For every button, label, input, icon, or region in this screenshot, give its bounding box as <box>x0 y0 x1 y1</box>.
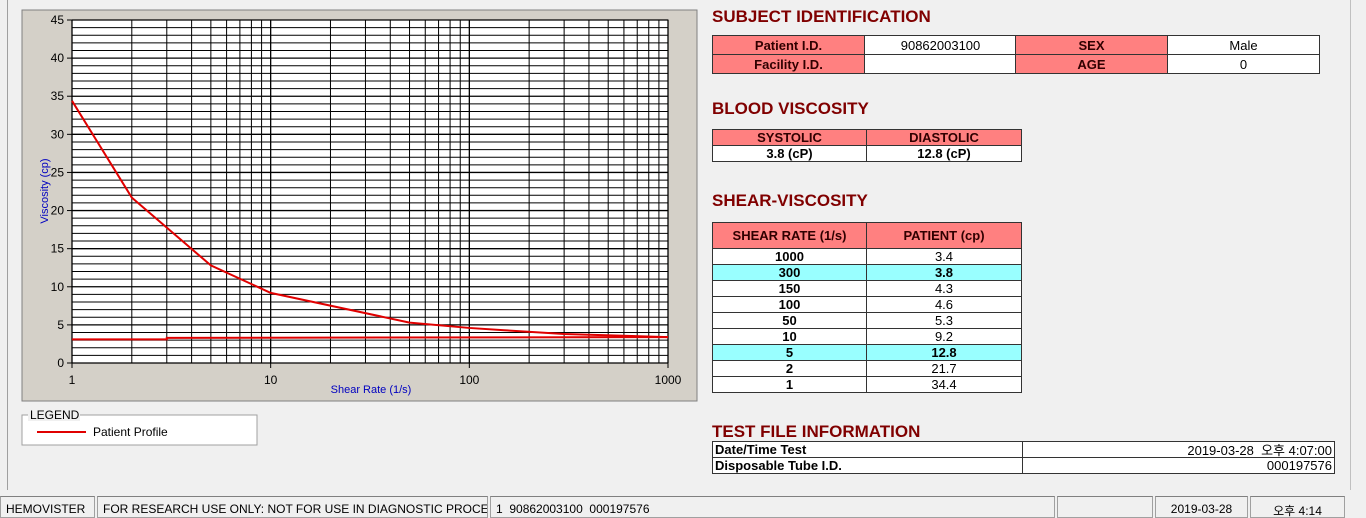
legend-label: Patient Profile <box>93 425 168 439</box>
table-cell: AGE <box>1015 54 1168 74</box>
table-cell: Date/Time Test <box>712 441 1023 458</box>
legend-title: LEGEND <box>30 408 80 422</box>
table-cell: 5 <box>712 344 867 361</box>
table-cell: PATIENT (cp) <box>866 222 1022 249</box>
status-cell: 오후 4:14 <box>1250 496 1345 518</box>
plot-area <box>72 20 668 363</box>
y-tick-label: 35 <box>51 89 65 103</box>
table-cell: 150 <box>712 280 867 297</box>
status-cell: 1 90862003100 000197576 <box>490 496 1055 518</box>
legend-title-bg <box>28 409 80 421</box>
table-cell <box>864 54 1017 74</box>
table-cell: 5.3 <box>866 312 1022 329</box>
table-cell: 12.8 (cP) <box>866 145 1022 162</box>
table-cell: 1 <box>712 376 867 393</box>
status-cell: HEMOVISTER <box>0 496 95 518</box>
y-tick-label: 30 <box>51 127 65 141</box>
table-cell: 2 <box>712 360 867 377</box>
data-line <box>72 336 669 341</box>
table-cell: 100 <box>712 296 867 313</box>
data-line <box>71 100 669 339</box>
table-cell: SYSTOLIC <box>712 129 867 146</box>
chart: 1 10 100 1000 0 5 10 15 20 25 30 35 40 45 Shear Rate … <box>21 9 698 446</box>
table-cell: 0 <box>1167 54 1320 74</box>
x-tick-label: 1000 <box>655 373 682 387</box>
table-cell: Patient I.D. <box>712 35 865 55</box>
section-title: BLOOD VISCOSITY <box>712 99 869 118</box>
table-cell: 300 <box>712 264 867 281</box>
table-cell: SHEAR RATE (1/s) <box>712 222 867 249</box>
x-tick-label: 10 <box>264 373 278 387</box>
table-cell: Male <box>1167 35 1320 55</box>
table-cell: 9.2 <box>866 328 1022 345</box>
panel-border <box>7 0 8 490</box>
section-title: SHEAR-VISCOSITY <box>712 191 868 210</box>
y-tick-label: 5 <box>57 318 64 332</box>
table-cell: Disposable Tube I.D. <box>712 457 1023 474</box>
x-tick-label: 1 <box>69 373 76 387</box>
table-cell: 34.4 <box>866 376 1022 393</box>
table-cell: 000197576 <box>1022 457 1335 474</box>
table-cell: DIASTOLIC <box>866 129 1022 146</box>
y-tick-label: 20 <box>51 204 65 218</box>
table-cell: 3.4 <box>866 248 1022 265</box>
table-cell: 3.8 <box>866 264 1022 281</box>
status-cell <box>1057 496 1153 518</box>
y-tick-label: 10 <box>51 280 65 294</box>
y-tick-label: 45 <box>51 13 65 27</box>
table-cell: 50 <box>712 312 867 329</box>
x-tick-label: 100 <box>459 373 479 387</box>
y-tick-label: 40 <box>51 51 65 65</box>
table-cell: 1000 <box>712 248 867 265</box>
table-cell: 4.3 <box>866 280 1022 297</box>
status-cell: FOR RESEARCH USE ONLY: NOT FOR USE IN DI… <box>97 496 488 518</box>
panel-border <box>1350 0 1351 490</box>
table-cell: 90862003100 <box>864 35 1017 55</box>
y-tick-label: 25 <box>51 165 65 179</box>
section-title: TEST FILE INFORMATION <box>712 422 921 441</box>
table-cell: Facility I.D. <box>712 54 865 74</box>
table-cell: SEX <box>1015 35 1168 55</box>
table-cell: 21.7 <box>866 360 1022 377</box>
y-axis-label: Viscosity (cp) <box>39 158 51 223</box>
table-cell: 10 <box>712 328 867 345</box>
plot-frame <box>71 19 669 364</box>
status-cell: 2019-03-28 <box>1155 496 1248 518</box>
table-cell: 4.6 <box>866 296 1022 313</box>
x-axis-label: Shear Rate (1/s) <box>331 384 412 396</box>
y-tick-label: 0 <box>57 356 64 370</box>
table-cell: 3.8 (cP) <box>712 145 867 162</box>
table-cell: 2019-03-28 오후 4:07:00 <box>1022 441 1335 458</box>
section-title: SUBJECT IDENTIFICATION <box>712 7 931 26</box>
table-cell: 12.8 <box>866 344 1022 361</box>
y-tick-label: 15 <box>51 242 65 256</box>
